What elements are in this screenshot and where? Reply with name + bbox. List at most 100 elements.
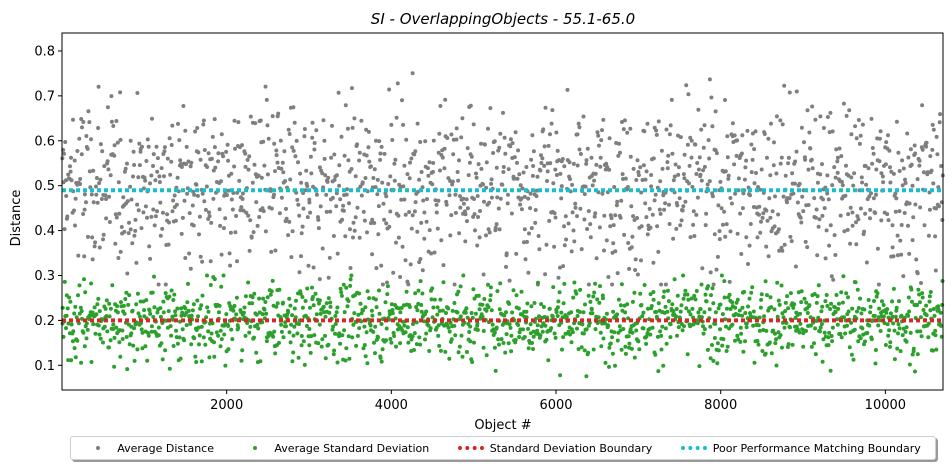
data-point	[863, 211, 868, 216]
data-point	[376, 232, 381, 237]
data-point	[431, 138, 436, 143]
data-point	[626, 241, 631, 245]
data-point	[396, 327, 400, 332]
data-point	[233, 146, 237, 151]
data-point	[308, 305, 312, 310]
data-point	[732, 133, 737, 138]
data-point	[339, 293, 344, 298]
data-point	[903, 329, 908, 334]
data-point	[324, 192, 329, 197]
data-point	[310, 285, 314, 290]
data-point	[323, 333, 327, 338]
data-point	[333, 322, 338, 326]
data-point	[415, 229, 420, 234]
data-point	[198, 254, 203, 259]
data-point	[358, 301, 363, 306]
data-point	[558, 373, 563, 378]
data-point	[410, 71, 415, 76]
data-point	[161, 310, 166, 315]
data-point	[708, 324, 713, 329]
data-point	[938, 112, 943, 117]
data-point	[783, 309, 788, 314]
data-point	[699, 178, 704, 183]
data-point	[667, 132, 672, 137]
data-point	[365, 230, 369, 235]
data-point	[152, 305, 157, 310]
data-point	[590, 311, 595, 316]
data-point	[684, 306, 689, 311]
data-point	[294, 138, 299, 143]
data-point	[535, 323, 540, 328]
data-point	[664, 341, 669, 346]
data-point	[385, 280, 389, 285]
data-point	[288, 340, 293, 345]
data-point	[800, 194, 805, 199]
data-point	[333, 331, 337, 336]
data-point	[844, 291, 849, 296]
data-point	[453, 333, 458, 338]
data-point	[663, 201, 668, 206]
data-point	[910, 299, 914, 304]
data-point	[309, 171, 314, 176]
data-point	[744, 321, 749, 326]
data-point	[523, 257, 528, 262]
data-point	[847, 345, 852, 350]
data-point	[463, 239, 468, 244]
data-point	[761, 328, 766, 332]
data-point	[570, 210, 575, 215]
data-point	[826, 343, 831, 348]
data-point	[752, 360, 757, 365]
data-point	[581, 310, 586, 315]
data-point	[924, 313, 929, 318]
data-point	[415, 121, 420, 126]
data-point	[936, 185, 941, 190]
data-point	[142, 308, 147, 313]
data-point	[608, 224, 613, 229]
data-point	[682, 324, 686, 329]
data-point	[608, 341, 613, 346]
data-point	[341, 203, 346, 208]
data-point	[625, 185, 630, 189]
data-point	[507, 322, 512, 327]
data-point	[868, 207, 873, 212]
data-point	[792, 302, 797, 307]
data-point	[118, 249, 123, 254]
data-point	[188, 266, 193, 271]
data-point	[149, 324, 154, 329]
data-point	[261, 296, 266, 301]
data-point	[219, 252, 224, 257]
data-point	[461, 273, 466, 278]
data-point	[679, 303, 684, 308]
data-point	[194, 360, 199, 364]
data-point	[616, 153, 621, 158]
data-point	[694, 212, 699, 217]
data-point	[600, 128, 604, 133]
data-point	[406, 282, 411, 287]
data-point	[748, 193, 752, 198]
data-point	[437, 309, 442, 313]
data-point	[928, 154, 933, 159]
data-point	[926, 233, 931, 238]
data-point	[75, 149, 80, 153]
data-point	[361, 346, 366, 351]
data-point	[175, 306, 180, 311]
data-point	[813, 352, 818, 357]
data-point	[615, 312, 620, 317]
data-point	[227, 251, 232, 256]
data-point	[617, 141, 621, 146]
data-point	[66, 172, 71, 177]
data-point	[332, 348, 337, 353]
data-point	[583, 302, 587, 307]
data-point	[578, 206, 583, 211]
data-point	[746, 304, 750, 309]
data-point	[352, 228, 357, 233]
data-point	[744, 158, 749, 163]
data-point	[616, 297, 621, 302]
data-point	[794, 89, 799, 94]
data-point	[714, 151, 719, 156]
data-point	[270, 114, 275, 119]
data-point	[492, 139, 497, 144]
data-point	[589, 307, 594, 312]
data-point	[204, 315, 209, 320]
data-point	[708, 270, 713, 275]
